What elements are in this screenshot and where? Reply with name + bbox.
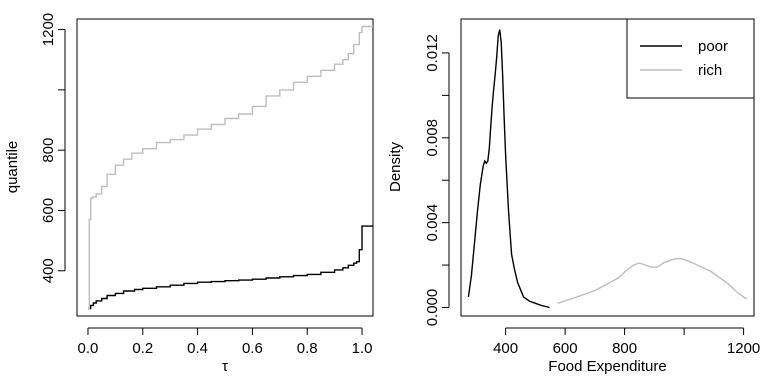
x-tick-label: 1.0 <box>352 340 373 357</box>
plot-frame <box>460 18 755 317</box>
legend-box <box>626 18 755 99</box>
density-chart-panel: 400 600 800 1200 0.000 0.004 0.008 0.012 Food Ex… <box>387 18 760 375</box>
y-tick-label: 800 <box>40 138 57 163</box>
x-tick-label: 0.6 <box>242 340 263 357</box>
series-poor-line <box>467 29 550 309</box>
x-axis-label: τ <box>222 358 228 375</box>
legend-label-poor: poor <box>698 38 728 55</box>
series-black-line <box>88 225 373 310</box>
x-tick-label: 0.4 <box>187 340 208 357</box>
y-tick-label: 1200 <box>40 13 57 46</box>
y-tick-label: 0.004 <box>424 204 441 242</box>
x-tick-label: 0.2 <box>132 340 153 357</box>
x-tick-label: 0.0 <box>78 340 99 357</box>
x-tick-label: 800 <box>612 340 637 357</box>
x-tick-label: 0.8 <box>297 340 318 357</box>
x-axis-label: Food Expenditure <box>548 358 666 375</box>
series-grey-line <box>88 25 373 310</box>
y-axis-label: Density <box>387 141 404 192</box>
legend-label-rich: rich <box>698 62 722 79</box>
series-rich-line <box>557 258 748 304</box>
y-tick-label: 600 <box>40 198 57 223</box>
plot-frame <box>76 18 374 317</box>
y-tick-label: 0.012 <box>424 34 441 72</box>
y-axis-label: quantile <box>4 141 21 194</box>
x-tick-label: 600 <box>553 340 578 357</box>
x-tick-label: 1200 <box>727 340 760 357</box>
y-tick-label: 0.008 <box>424 119 441 157</box>
y-tick-label: 400 <box>40 258 57 283</box>
y-tick-label: 0.000 <box>424 289 441 327</box>
quantile-chart-panel: 0.0 0.2 0.4 0.6 0.8 1.0 400 600 800 1200 τ quantile <box>4 13 374 375</box>
x-tick-label: 400 <box>493 340 518 357</box>
